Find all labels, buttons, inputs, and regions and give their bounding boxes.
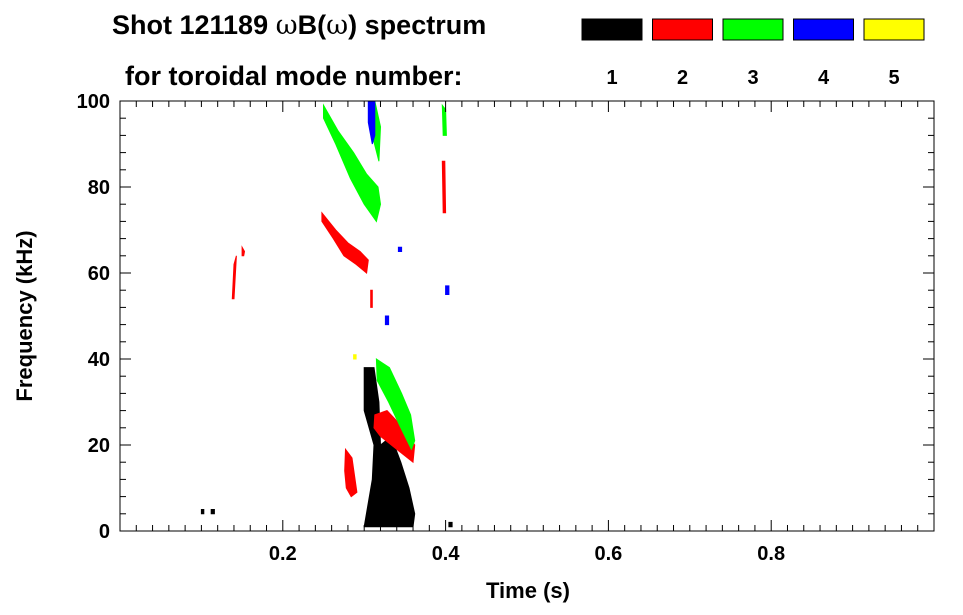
legend-label-mode-5: 5 (888, 67, 899, 89)
mode-4-region-16 (384, 315, 390, 326)
axis-ticks: 0 20 40 60 80 100 0.2 0.4 0.6 0.8 (77, 91, 934, 565)
legend-label-mode-3: 3 (747, 67, 758, 89)
y-tick-label: 80 (88, 177, 110, 199)
legend-swatch-mode-3 (722, 18, 784, 41)
legend-swatch-mode-5 (863, 18, 925, 41)
mode-4-region-15 (367, 100, 376, 145)
x-axis-label: Time (s) (486, 578, 570, 603)
spectrum-regions (200, 100, 453, 528)
x-tick-label: 0.4 (432, 543, 461, 565)
mode-5-region-19 (353, 354, 357, 360)
mode-3-region-13 (375, 358, 416, 451)
mode-1-region-3 (448, 521, 453, 528)
title-line-1: Shot 121189 ωB(ω) spectrum (112, 10, 486, 41)
mode-2-region-9 (441, 160, 447, 214)
mode-2-region-6 (321, 211, 369, 274)
mode-3-region-14 (441, 103, 447, 136)
chart-title: Shot 121189 ωB(ω) spectrum for toroidal … (112, 10, 486, 91)
mode-2-region-4 (344, 447, 358, 498)
mode-2-region-5 (373, 410, 416, 464)
x-tick-label: 0.8 (757, 543, 785, 565)
mode-1-region-1 (200, 509, 205, 515)
plot-frame (119, 100, 935, 532)
mode-2-region-7 (231, 255, 237, 300)
y-tick-label: 100 (77, 91, 110, 113)
mode-1-region-2 (210, 509, 215, 515)
y-tick-label: 20 (88, 435, 110, 457)
x-tick-label: 0.6 (594, 543, 622, 565)
y-tick-label: 60 (88, 263, 110, 285)
legend-label-mode-2: 2 (677, 67, 688, 89)
legend-label-mode-4: 4 (818, 67, 830, 89)
legend-label-mode-1: 1 (606, 67, 617, 89)
y-axis-label: Frequency (kHz) (12, 230, 37, 401)
mode-4-region-17 (397, 246, 403, 252)
title-line-2: for toroidal mode number: (125, 61, 463, 91)
mode-3-region-11 (323, 103, 382, 223)
mode-2-region-8 (241, 245, 246, 257)
plot-border (119, 100, 935, 532)
mode-2-region-10 (370, 289, 373, 308)
y-tick-label: 40 (88, 349, 110, 371)
legend-swatch-mode-1 (581, 18, 643, 41)
y-tick-label: 0 (99, 521, 110, 543)
x-tick-label: 0.2 (269, 543, 297, 565)
mode-4-region-18 (445, 285, 450, 295)
legend-swatch-mode-4 (793, 18, 854, 41)
legend: 1 2 3 4 5 (581, 18, 925, 89)
legend-swatch-mode-2 (652, 18, 713, 41)
